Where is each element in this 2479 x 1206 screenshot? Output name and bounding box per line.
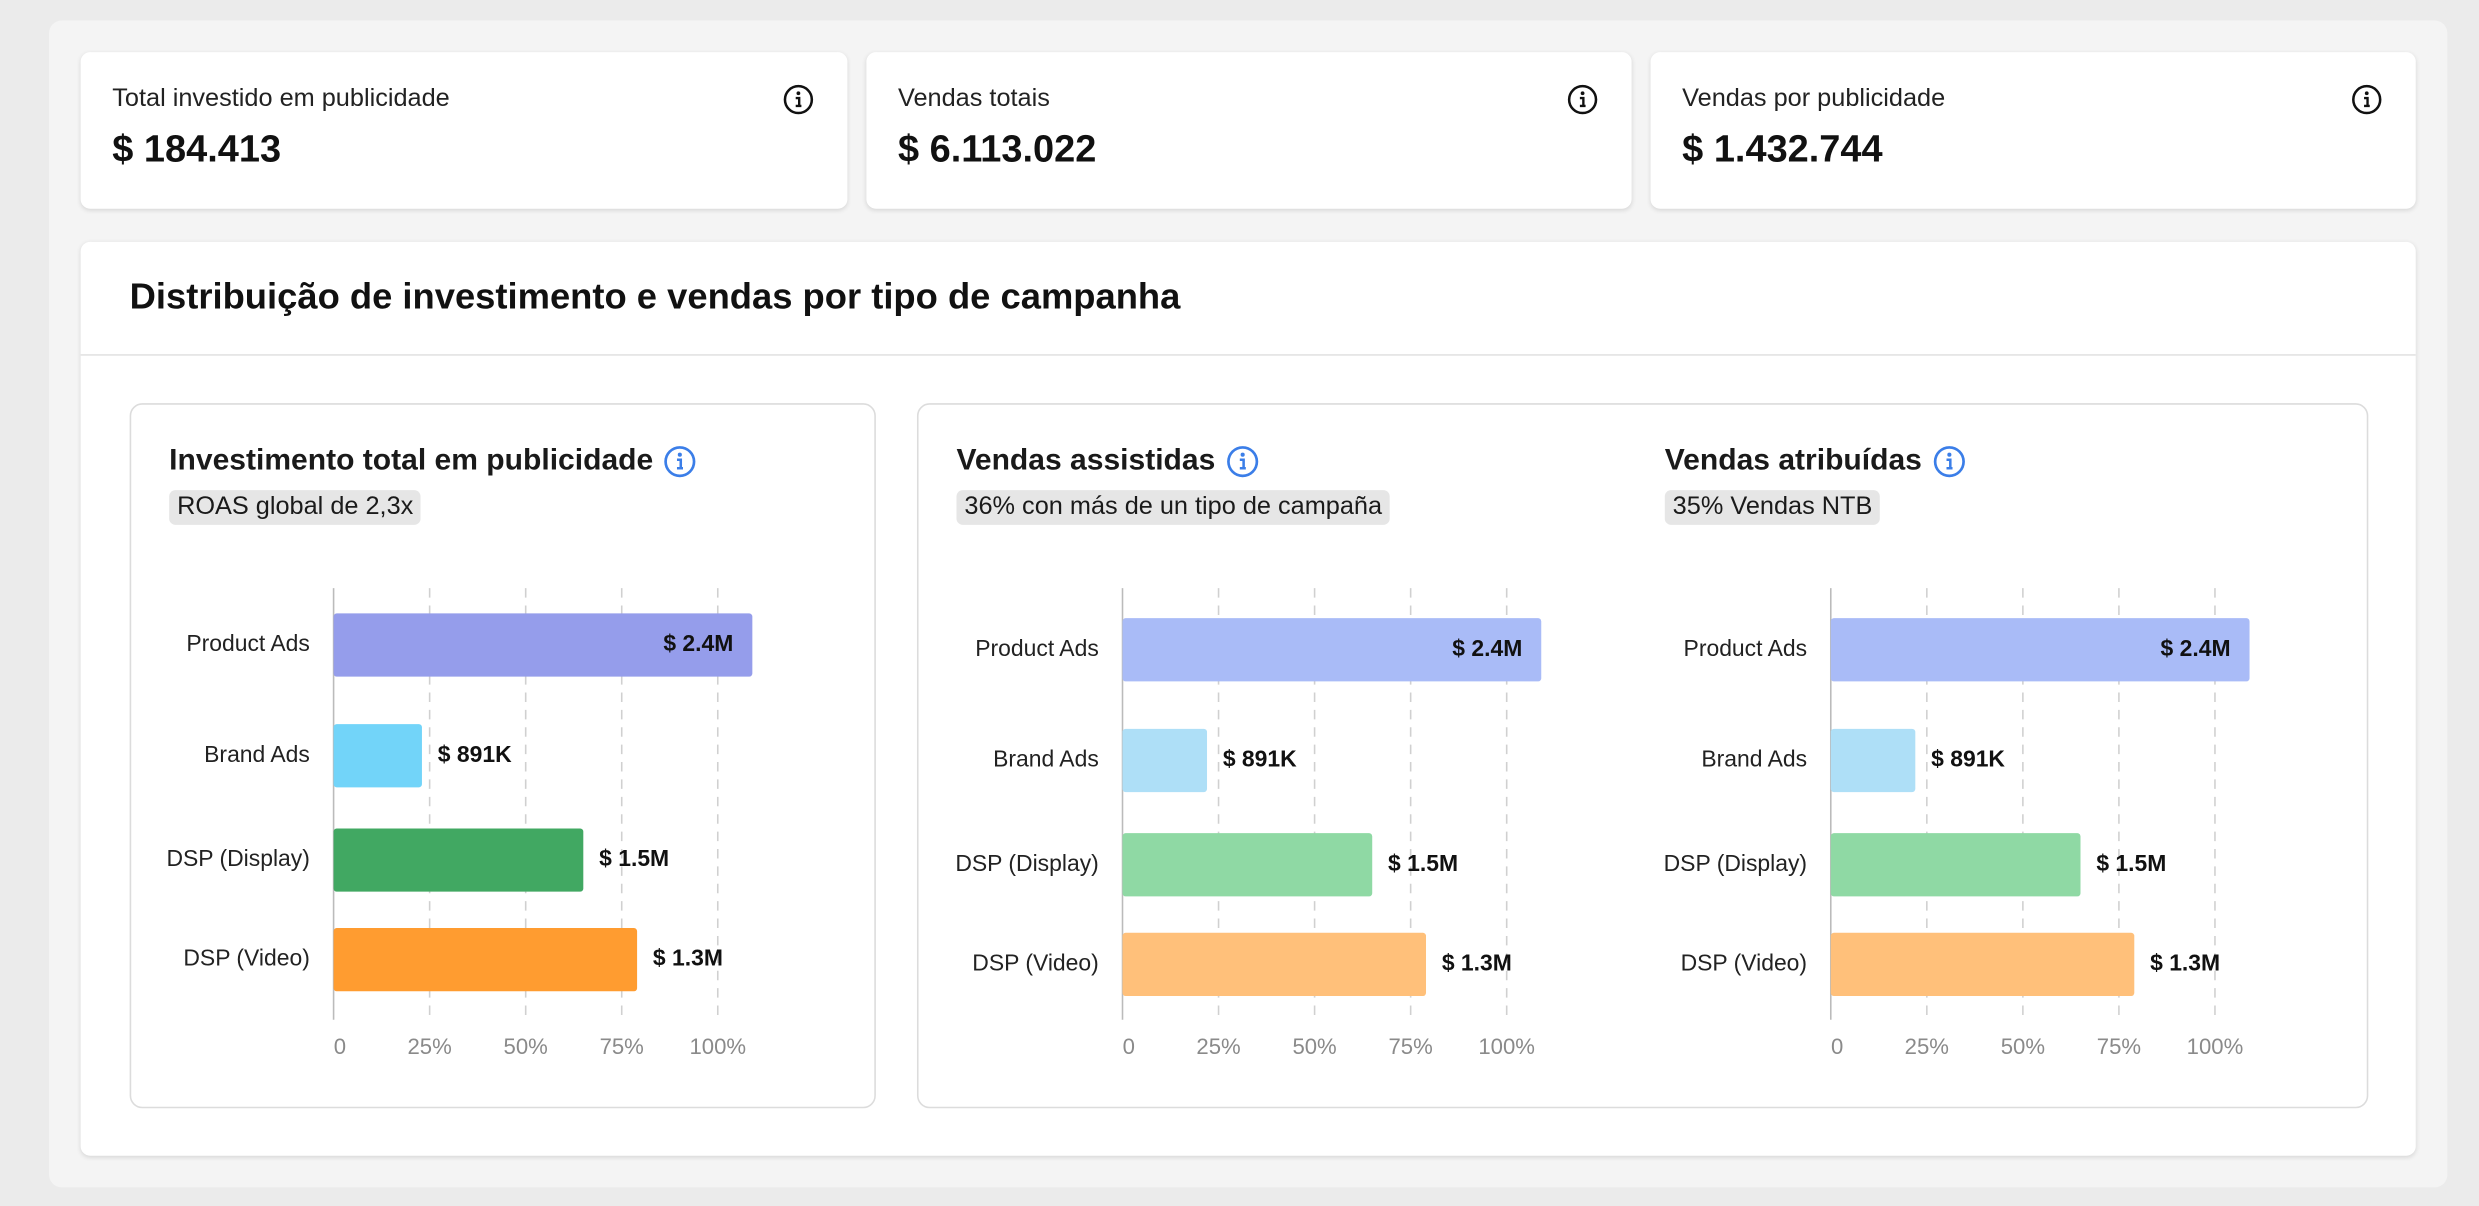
x-tick-label: 25%	[1905, 1034, 1949, 1059]
category-label: DSP (Video)	[972, 949, 1098, 975]
bar	[1122, 833, 1373, 897]
x-tick-label: 25%	[1196, 1034, 1240, 1059]
x-tick-label: 100%	[2187, 1034, 2244, 1059]
chart-badge: ROAS global de 2,3x	[169, 490, 422, 525]
chart-header: Vendas assistidas	[956, 444, 1259, 479]
bar-label: $ 1.3M	[653, 945, 723, 971]
kpi-label: Vendas por publicidade	[1682, 85, 1946, 113]
bar	[1830, 618, 2250, 682]
bar	[1830, 728, 1916, 793]
category-label: DSP (Display)	[166, 845, 309, 871]
bar-label: $ 891K	[1931, 746, 2005, 772]
bar	[1122, 618, 1542, 682]
bar	[333, 828, 584, 892]
kpi-card: Vendas por publicidade $ 1.432.744	[1650, 52, 2416, 209]
chart-badge: 36% con más de un tipo de campaña	[956, 490, 1390, 525]
bar-label: $ 1.3M	[1442, 949, 1512, 975]
x-tick-label: 25%	[407, 1034, 451, 1059]
x-tick-label: 100%	[689, 1034, 746, 1059]
kpi-value: $ 6.113.022	[898, 128, 1097, 171]
x-tick-label: 50%	[1292, 1034, 1336, 1059]
x-tick-label: 100%	[1478, 1034, 1535, 1059]
kpi-value: $ 184.413	[112, 128, 282, 171]
bar-label: $ 891K	[438, 741, 512, 767]
category-label: DSP (Display)	[955, 850, 1098, 876]
chart-title: Investimento total em publicidade	[169, 444, 654, 478]
bar-label: $ 1.3M	[2150, 949, 2220, 975]
info-icon[interactable]	[783, 84, 815, 116]
chart-title: Vendas atribuídas	[1664, 444, 1922, 478]
bar	[1122, 728, 1208, 793]
kpi-label: Total investido em publicidade	[112, 85, 450, 113]
chart-title: Vendas assistidas	[956, 444, 1216, 478]
x-tick-label: 75%	[1388, 1034, 1432, 1059]
x-tick-label: 50%	[2001, 1034, 2045, 1059]
divider	[80, 354, 2416, 356]
bar-label: $ 2.4M	[2161, 635, 2231, 661]
kpi-card: Total investido em publicidade $ 184.413	[80, 52, 848, 209]
bar	[333, 613, 753, 677]
category-label: Product Ads	[975, 635, 1099, 661]
info-icon[interactable]	[1225, 444, 1260, 479]
kpi-label: Vendas totais	[898, 85, 1050, 113]
bar-label: $ 2.4M	[1452, 635, 1522, 661]
chart-badge: 35% Vendas NTB	[1664, 490, 1881, 525]
bar-label: $ 2.4M	[663, 630, 733, 656]
bar	[333, 928, 638, 992]
bar-label: $ 1.5M	[599, 845, 669, 871]
category-label: DSP (Display)	[1664, 850, 1807, 876]
bar-label: $ 1.5M	[1388, 850, 1458, 876]
kpi-card: Vendas totais $ 6.113.022	[866, 52, 1632, 209]
category-label: Brand Ads	[204, 741, 310, 767]
category-label: DSP (Video)	[1681, 949, 1807, 975]
x-tick-label: 0	[1831, 1034, 1843, 1059]
section-title: Distribuição de investimento e vendas po…	[129, 275, 1181, 317]
info-icon[interactable]	[1567, 84, 1599, 116]
bar	[1830, 932, 2135, 997]
info-icon[interactable]	[2351, 84, 2383, 116]
bar	[333, 724, 422, 788]
x-tick-label: 75%	[2097, 1034, 2141, 1059]
info-icon[interactable]	[1931, 444, 1966, 479]
category-label: DSP (Video)	[183, 945, 309, 971]
kpi-value: $ 1.432.744	[1682, 128, 1883, 171]
info-icon[interactable]	[663, 444, 698, 479]
x-tick-label: 0	[334, 1034, 346, 1059]
chart-header: Vendas atribuídas	[1665, 444, 1966, 479]
bar	[1122, 932, 1427, 997]
bar	[1830, 833, 2081, 897]
x-tick-label: 75%	[600, 1034, 644, 1059]
bar-label: $ 1.5M	[2096, 850, 2166, 876]
x-tick-label: 50%	[504, 1034, 548, 1059]
category-label: Product Ads	[186, 630, 310, 656]
category-label: Product Ads	[1684, 635, 1808, 661]
category-label: Brand Ads	[993, 746, 1099, 772]
bar-label: $ 891K	[1223, 746, 1297, 772]
chart-header: Investimento total em publicidade	[169, 444, 697, 479]
x-tick-label: 0	[1123, 1034, 1135, 1059]
category-label: Brand Ads	[1701, 746, 1807, 772]
